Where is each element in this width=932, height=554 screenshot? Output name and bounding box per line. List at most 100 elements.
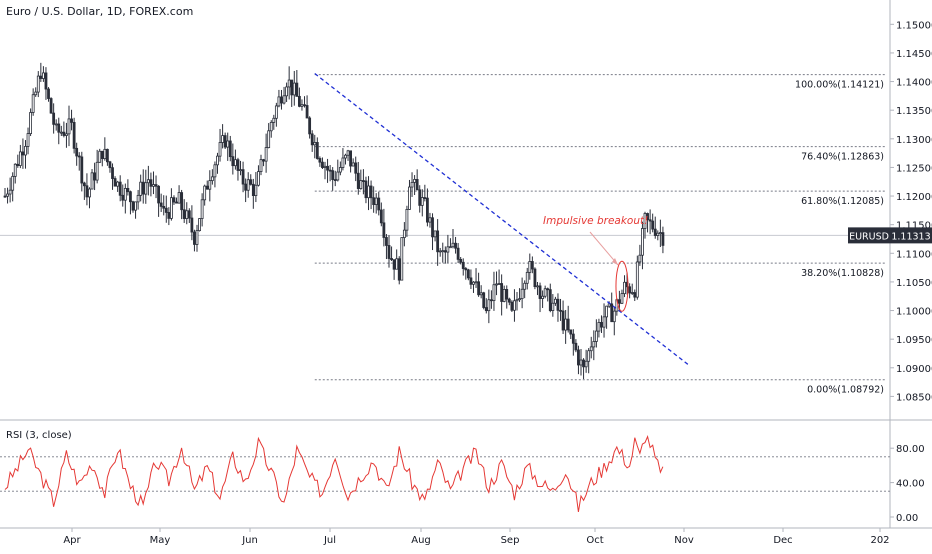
candle-body xyxy=(210,176,214,182)
candle-body xyxy=(387,245,391,259)
candle-body xyxy=(500,283,504,302)
candle-body xyxy=(146,179,150,184)
candle-body xyxy=(315,142,319,159)
candle-body xyxy=(36,75,40,93)
candle-body xyxy=(474,281,478,284)
price-tick-label: 1.10500 xyxy=(896,278,932,289)
rsi-tick-label: 0.00 xyxy=(896,513,918,524)
candle-body xyxy=(349,150,353,167)
candle-body xyxy=(254,184,258,197)
candle-body xyxy=(328,169,332,172)
candle-body xyxy=(559,309,562,312)
candle-body xyxy=(216,155,219,166)
candle-body xyxy=(116,181,120,187)
candle-body xyxy=(305,105,309,119)
candle-body xyxy=(264,147,268,162)
candle-body xyxy=(341,157,345,168)
candle-body xyxy=(200,199,204,219)
candle-body xyxy=(333,179,337,181)
candle-body xyxy=(646,213,649,221)
candle-body xyxy=(251,183,255,197)
candle-body xyxy=(367,185,370,199)
time-tick-label: Jul xyxy=(323,535,336,546)
candle-body xyxy=(564,318,568,331)
annotation-arrow xyxy=(589,231,619,266)
candle-body xyxy=(602,316,606,328)
candle-body xyxy=(541,295,544,299)
candle-body xyxy=(354,162,358,174)
candle-body xyxy=(638,254,642,263)
candle-body xyxy=(121,194,125,201)
candle-body xyxy=(441,250,445,253)
candle-body xyxy=(449,246,452,249)
candle-body xyxy=(408,186,411,210)
price-tick-label: 1.13500 xyxy=(896,106,932,117)
candle-body xyxy=(600,322,603,328)
time-tick-label: Sep xyxy=(501,535,520,546)
candle-body xyxy=(415,179,419,191)
candle-body xyxy=(6,193,9,197)
candle-body xyxy=(246,179,250,191)
candle-body xyxy=(159,202,163,207)
time-tick-label: Oct xyxy=(586,535,603,546)
candle-body xyxy=(402,229,406,238)
candle-body xyxy=(579,359,583,366)
candle-body xyxy=(77,155,81,158)
candle-body xyxy=(310,133,314,146)
candle-body xyxy=(93,172,96,181)
candle-body xyxy=(433,230,437,238)
time-tick-label: 202 xyxy=(870,535,889,546)
candle-body xyxy=(208,180,212,190)
candle-body xyxy=(518,298,521,301)
candle-body xyxy=(413,179,417,183)
candle-body xyxy=(574,342,578,351)
candle-body xyxy=(193,231,196,245)
candle-body xyxy=(31,94,35,113)
candle-body xyxy=(90,172,94,190)
candle-body xyxy=(359,180,363,189)
candle-body xyxy=(259,159,263,172)
candle-body xyxy=(605,305,608,318)
candle-body xyxy=(141,181,145,195)
candle-body xyxy=(70,118,73,123)
candle-body xyxy=(515,299,519,302)
candle-body xyxy=(318,158,322,163)
candle-body xyxy=(136,194,140,203)
candle-body xyxy=(489,299,493,302)
symbol-label: EURUSD xyxy=(849,231,889,242)
chart-title: Euro / U.S. Dollar, 1D, FOREX.com xyxy=(6,5,194,18)
candle-body xyxy=(536,285,539,288)
candle-body xyxy=(321,161,324,168)
candle-body xyxy=(459,258,463,263)
candle-body xyxy=(618,299,621,304)
candle-body xyxy=(249,179,253,185)
candle-body xyxy=(428,217,432,223)
candle-body xyxy=(400,237,404,281)
candle-body xyxy=(190,217,194,233)
candle-body xyxy=(164,207,168,213)
candle-body xyxy=(533,268,537,287)
candle-body xyxy=(395,258,399,270)
candle-body xyxy=(134,201,137,211)
candle-body xyxy=(482,292,486,308)
candle-body xyxy=(520,288,524,300)
candle-body xyxy=(39,75,43,79)
candle-body xyxy=(438,250,442,253)
candle-body xyxy=(221,135,225,143)
candle-body xyxy=(530,261,534,270)
candle-body xyxy=(75,147,79,157)
candle-body xyxy=(436,230,440,253)
candle-body xyxy=(152,184,155,187)
candle-body xyxy=(477,281,481,296)
candle-body xyxy=(418,189,422,206)
candle-body xyxy=(484,307,488,312)
candle-body xyxy=(108,161,112,169)
rsi-tick-label: 40.00 xyxy=(896,479,925,490)
candle-body xyxy=(226,140,230,148)
candle-body xyxy=(34,91,38,96)
candle-body xyxy=(285,86,289,97)
candle-body xyxy=(29,112,33,134)
price-tick-label: 1.08500 xyxy=(896,392,932,403)
candle-body xyxy=(300,104,304,107)
